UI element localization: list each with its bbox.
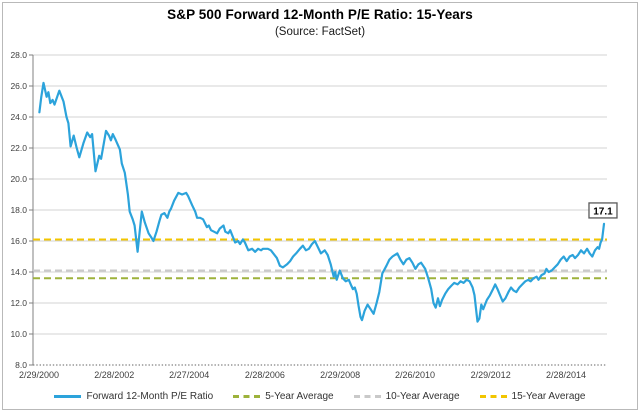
y-tick-label: 16.0 [10, 236, 27, 246]
x-tick-label: 2/28/2006 [245, 370, 285, 380]
x-tick-label: 2/26/2010 [395, 370, 435, 380]
x-tick-label: 2/28/2002 [94, 370, 134, 380]
end-value-callout [588, 202, 618, 219]
y-tick-label: 26.0 [10, 81, 27, 91]
end-value-label: 17.1 [593, 206, 613, 217]
legend-item-2: 5-Year Average [233, 390, 334, 402]
y-tick-label: 14.0 [10, 267, 27, 277]
legend-item-4: 15-Year Average [479, 390, 586, 402]
legend-label: 10-Year Average [385, 390, 460, 402]
y-tick-label: 18.0 [10, 205, 27, 215]
y-tick-label: 20.0 [10, 174, 27, 184]
x-tick-label: 2/27/2004 [169, 370, 209, 380]
pe-ratio-line [38, 81, 606, 323]
y-tick-label: 24.0 [10, 112, 27, 122]
x-tick-label: 2/29/2000 [19, 370, 59, 380]
x-tick-label: 2/28/2014 [546, 370, 586, 380]
x-tick-label: 2/29/2012 [471, 370, 511, 380]
legend-swatch-solid [54, 394, 82, 398]
x-tick-label: 2/29/2008 [320, 370, 360, 380]
legend-swatch-dashed [479, 394, 507, 398]
legend-item-1: Forward 12-Month P/E Ratio [54, 391, 213, 402]
y-tick-label: 22.0 [10, 143, 27, 153]
y-tick-label: 10.0 [10, 329, 27, 339]
y-tick-label: 8.0 [15, 360, 27, 370]
legend: Forward 12-Month P/E Ratio 5-Year Average… [0, 387, 640, 405]
chart-subtitle: (Source: FactSet) [274, 26, 366, 38]
chart-title: S&P 500 Forward 12-Month P/E Ratio: 15-Y… [167, 7, 473, 22]
legend-label: 5-Year Average [265, 390, 334, 402]
legend-swatch-dashed [353, 394, 381, 398]
legend-item-3: 10-Year Average [353, 390, 460, 402]
legend-label: 15-Year Average [511, 390, 586, 402]
y-tick-label: 12.0 [10, 298, 27, 308]
legend-swatch-dashed [233, 394, 261, 398]
legend-label: Forward 12-Month P/E Ratio [86, 390, 214, 402]
y-tick-label: 28.0 [10, 50, 27, 60]
